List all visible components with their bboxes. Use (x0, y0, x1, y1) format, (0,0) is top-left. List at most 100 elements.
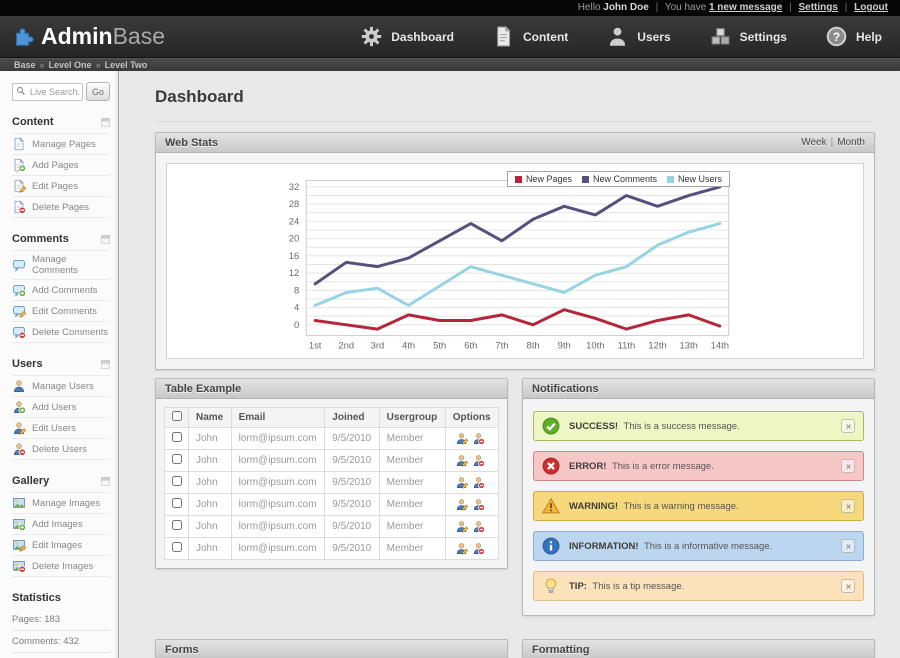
new-message-link[interactable]: 1 new message (708, 2, 783, 13)
sidebar-item-manage-comments[interactable]: Manage Comments (12, 250, 110, 279)
row-checkbox[interactable] (171, 454, 182, 464)
legend-item-new-pages: New Pages (514, 174, 572, 184)
breadcrumb-link[interactable]: Base (14, 60, 36, 70)
panel-toggle-icon[interactable] (101, 234, 110, 244)
column-header-name: Name (188, 407, 232, 428)
user-delete-icon[interactable] (472, 432, 485, 445)
live-search-input[interactable] (12, 83, 83, 101)
user-edit-icon[interactable] (455, 432, 468, 445)
nav-item-settings[interactable]: Settings (709, 25, 787, 48)
sidebar-item-manage-images[interactable]: Manage Images (12, 492, 110, 513)
sidebar-item-label: Add Pages (32, 159, 79, 171)
range-link-month[interactable]: Month (837, 137, 865, 148)
row-checkbox[interactable] (171, 520, 182, 530)
row-checkbox[interactable] (171, 432, 182, 442)
sidebar-item-delete-users[interactable]: Delete Users (12, 438, 110, 460)
close-icon (844, 462, 853, 471)
breadcrumb-link[interactable]: Level One (48, 60, 92, 70)
help-icon: ? (825, 25, 848, 48)
formatting-panel: Formatting Headline Lorem ipsum dolor si… (522, 639, 875, 658)
close-icon (844, 542, 853, 551)
legend-label: New Users (677, 174, 722, 184)
range-link-week[interactable]: Week (801, 137, 827, 148)
sidebar-item-add-users[interactable]: Add Users (12, 396, 110, 417)
nav-item-users[interactable]: Users (606, 25, 671, 48)
sidebar-item-add-pages[interactable]: Add Pages (12, 154, 110, 175)
settings-link[interactable]: Settings (798, 2, 838, 13)
legend-label: New Pages (525, 174, 572, 184)
sidebar-item-edit-images[interactable]: Edit Images (12, 534, 110, 555)
dismiss-button[interactable] (841, 499, 855, 513)
dismiss-button[interactable] (841, 579, 855, 593)
sidebar-item-list: Manage Pages Add Pages Edit Pages Delete Pa… (12, 133, 110, 218)
row-checkbox[interactable] (171, 542, 182, 552)
page-title: Dashboard (155, 83, 875, 122)
sidebar-item-edit-pages[interactable]: Edit Pages (12, 175, 110, 196)
sidebar-section-title: Comments (12, 233, 69, 245)
brand-logo[interactable]: AdminBase (13, 23, 165, 50)
notifications-panel: Notifications SUCCESS! This is a success… (522, 378, 875, 616)
user-delete-icon[interactable] (472, 520, 485, 533)
sidebar-item-label: Add Images (32, 518, 83, 530)
user-edit-icon[interactable] (455, 498, 468, 511)
row-checkbox[interactable] (171, 498, 182, 508)
dismiss-button[interactable] (841, 539, 855, 553)
column-header-email: Email (230, 407, 326, 428)
panel-toggle-icon[interactable] (101, 476, 110, 486)
puzzle-icon (13, 25, 36, 48)
notification-message: This is a warning message. (621, 500, 739, 512)
svg-text:20: 20 (289, 234, 300, 245)
cell-joined: 9/5/2010 (324, 427, 380, 450)
notification-warning: WARNING! This is a warning message. (533, 491, 864, 521)
sidebar-item-add-comments[interactable]: Add Comments (12, 279, 110, 300)
user-delete-icon[interactable] (472, 542, 485, 555)
sidebar-item-add-images[interactable]: Add Images (12, 513, 110, 534)
brand-light: Base (112, 23, 165, 49)
panel-toggle-icon[interactable] (101, 359, 110, 369)
panel-toggle-icon[interactable] (101, 117, 110, 127)
sidebar-item-edit-users[interactable]: Edit Users (12, 417, 110, 438)
nav-label: Help (855, 29, 882, 44)
logout-link[interactable]: Logout (854, 2, 888, 13)
cell-joined: 9/5/2010 (324, 449, 380, 472)
dismiss-button[interactable] (841, 419, 855, 433)
user-delete-icon[interactable] (472, 476, 485, 489)
sidebar-item-delete-images[interactable]: Delete Images (12, 555, 110, 577)
sidebar-item-delete-comments[interactable]: Delete Comments (12, 321, 110, 343)
table-title: Table Example (165, 382, 242, 395)
nav-item-content[interactable]: Content (492, 25, 568, 48)
formatting-title: Formatting (532, 643, 590, 656)
table-row: John lorm@ipsum.com 9/5/2010 Member (164, 427, 500, 450)
nav-item-help[interactable]: ? Help (825, 25, 882, 48)
page-edit-icon (12, 179, 26, 193)
sidebar-item-manage-users[interactable]: Manage Users (12, 375, 110, 396)
user-edit-icon[interactable] (455, 520, 468, 533)
forms-panel-header: Forms (156, 640, 507, 658)
search-go-button[interactable]: Go (85, 82, 110, 101)
breadcrumb-separator: » (39, 60, 45, 70)
user-delete-icon[interactable] (472, 498, 485, 511)
sidebar-section-gallery: Gallery Manage Images Add Images Edit Image… (12, 475, 110, 577)
notification-tip: TIP: This is a tip message. (533, 571, 864, 601)
svg-text:32: 32 (289, 182, 300, 193)
user-delete-icon[interactable] (472, 454, 485, 467)
row-checkbox[interactable] (171, 476, 182, 486)
notification-text: TIP: This is a tip message. (569, 581, 684, 592)
sidebar-item-delete-pages[interactable]: Delete Pages (12, 196, 110, 218)
sidebar-item-manage-pages[interactable]: Manage Pages (12, 133, 110, 154)
sidebar-item-label: Edit Images (32, 539, 83, 551)
dismiss-button[interactable] (841, 459, 855, 473)
nav-item-dashboard[interactable]: Dashboard (360, 25, 454, 48)
user-edit-icon[interactable] (455, 542, 468, 555)
cell-options (444, 449, 500, 472)
user-edit-icon[interactable] (455, 476, 468, 489)
sidebar-item-edit-comments[interactable]: Edit Comments (12, 300, 110, 321)
select-all-checkbox[interactable] (171, 411, 182, 421)
svg-text:7th: 7th (495, 340, 508, 351)
chart-legend: New Pages New Comments New Users (506, 171, 730, 187)
sidebar-item-label: Delete Images (32, 560, 94, 572)
user-edit-icon[interactable] (455, 454, 468, 467)
series-new-pages (313, 308, 722, 331)
forms-title: Forms (165, 643, 199, 656)
breadcrumb-link[interactable]: Level Two (104, 60, 148, 70)
